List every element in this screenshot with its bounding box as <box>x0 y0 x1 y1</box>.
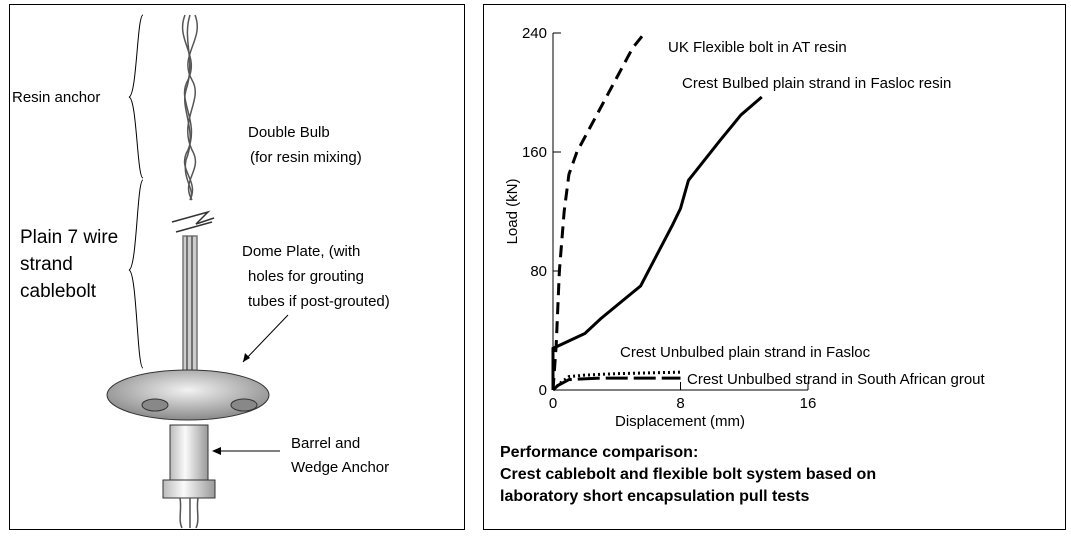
label: strand <box>20 254 73 275</box>
caption: Crest cablebolt and flexible bolt system… <box>500 466 876 483</box>
label: Double Bulb <box>248 124 330 141</box>
label: holes for grouting <box>248 268 364 285</box>
x-tick-label: 8 <box>676 395 684 412</box>
strand-tail <box>179 497 199 529</box>
barrel <box>169 424 209 481</box>
right-panel <box>483 4 1066 530</box>
y-tick-label: 160 <box>522 144 547 161</box>
label: tubes if post-grouted) <box>248 293 390 310</box>
label: Barrel and <box>291 435 360 452</box>
y-axis-label: Load (kN) <box>504 179 521 245</box>
y-tick-label: 240 <box>522 25 547 42</box>
caption: Performance comparison: <box>500 444 698 461</box>
arrowhead <box>243 353 250 362</box>
series-line <box>551 376 681 392</box>
y-tick-label: 0 <box>539 382 547 399</box>
arrow <box>242 314 289 363</box>
label: (for resin mixing) <box>250 149 362 166</box>
series-label: Crest Unbulbed plain strand in Fasloc <box>620 344 871 361</box>
y-tick-label: 80 <box>530 263 547 280</box>
x-tick-label: 0 <box>549 395 557 412</box>
label: Wedge Anchor <box>291 459 389 476</box>
series-label: Crest Unbulbed strand in South African g… <box>687 371 986 388</box>
x-tick-label: 16 <box>800 395 817 412</box>
series-label: Crest Bulbed plain strand in Fasloc resi… <box>682 75 951 92</box>
left-panel <box>9 4 465 530</box>
series-label: UK Flexible bolt in AT resin <box>668 39 847 56</box>
series-line <box>551 370 681 392</box>
label: cablebolt <box>20 281 97 302</box>
label: Resin anchor <box>12 89 100 106</box>
x-axis-label: Displacement (mm) <box>615 413 745 430</box>
arrowhead <box>212 447 221 455</box>
wedge <box>162 479 216 499</box>
grout-hole <box>141 398 169 412</box>
series-line <box>551 35 644 391</box>
grout-hole <box>230 398 258 412</box>
series-line <box>551 95 763 390</box>
caption: laboratory short encapsulation pull test… <box>500 488 809 505</box>
cablebolt-drawing <box>127 14 215 377</box>
dome-plate <box>106 369 270 421</box>
label: Dome Plate, (with <box>242 243 360 260</box>
label: Plain 7 wire <box>20 227 118 248</box>
